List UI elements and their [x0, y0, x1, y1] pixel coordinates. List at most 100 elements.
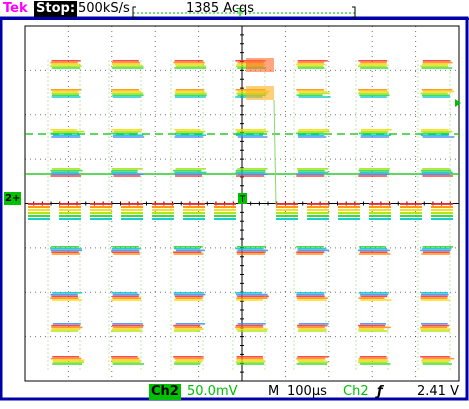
persistence-segment — [358, 326, 391, 329]
persistence-segment — [296, 251, 325, 253]
persistence-segment — [174, 67, 207, 69]
baseline-segment — [400, 218, 422, 220]
baseline-segment — [183, 215, 205, 217]
persistence-segment — [50, 169, 83, 172]
persistence-segment — [50, 330, 79, 332]
persistence-segment — [52, 323, 81, 325]
persistence-segment — [421, 292, 449, 294]
persistence-segment — [421, 323, 448, 325]
baseline-segment — [369, 209, 391, 211]
persistence-segment — [421, 89, 453, 91]
persistence-segment — [235, 129, 266, 131]
persistence-segment — [420, 65, 449, 67]
persistence-segment — [422, 60, 451, 62]
persistence-segment — [51, 90, 79, 93]
baseline-segment — [152, 215, 174, 217]
baseline-segment — [59, 218, 81, 220]
persistence-segment — [173, 169, 202, 172]
persistence-segment — [113, 65, 144, 67]
persistence-segment — [421, 129, 449, 131]
persistence-segment — [236, 359, 265, 362]
persistence-segment — [358, 65, 387, 67]
baseline-segment — [276, 209, 298, 211]
persistence-segment — [51, 326, 83, 329]
persistence-segment — [111, 92, 144, 95]
persistence-segment — [420, 297, 448, 299]
pulse-top-burst — [246, 86, 274, 100]
persistence-segment — [358, 330, 389, 332]
persistence-segment — [297, 67, 325, 69]
persistence-segment — [51, 136, 81, 138]
frame-top-bar — [0, 18, 469, 20]
persistence-segment — [360, 61, 387, 64]
persistence-segment — [50, 297, 79, 299]
persistence-segment — [358, 169, 390, 172]
baseline-segment — [90, 203, 112, 205]
baseline-segment — [214, 209, 236, 211]
baseline-segment — [307, 209, 329, 211]
persistence-segment — [174, 299, 203, 301]
persistence-segment — [422, 63, 449, 66]
persistence-segment — [112, 297, 141, 299]
persistence-segment — [173, 293, 206, 296]
persistence-segment — [358, 89, 388, 91]
baseline-segment — [400, 206, 422, 208]
baseline-segment — [214, 215, 236, 217]
persistence-segment — [359, 356, 387, 358]
persistence-segment — [51, 324, 81, 327]
baseline-segment — [431, 209, 453, 211]
persistence-segment — [296, 293, 325, 296]
persistence-segment — [297, 90, 328, 93]
persistence-segment — [113, 326, 143, 329]
persistence-segment — [422, 251, 450, 253]
baseline-segment — [307, 203, 329, 205]
persistence-segment — [236, 251, 266, 253]
baseline-segment — [183, 206, 205, 208]
persistence-segment — [175, 359, 203, 362]
persistence-segment — [297, 326, 325, 329]
persistence-segment — [297, 299, 327, 301]
persistence-segment — [296, 168, 329, 170]
baseline-segment — [431, 203, 453, 205]
baseline-segment — [400, 209, 422, 211]
persistence-segment — [420, 295, 448, 298]
persistence-segment — [420, 92, 448, 95]
persistence-segment — [358, 292, 390, 294]
persistence-segment — [360, 96, 387, 98]
persistence-segment — [111, 61, 141, 64]
persistence-segment — [235, 324, 264, 327]
persistence-segment — [173, 292, 205, 294]
persistence-segment — [51, 328, 80, 330]
baseline-segment — [276, 215, 298, 217]
persistence-segment — [51, 96, 81, 98]
baseline-segment — [121, 209, 143, 211]
persistence-segment — [51, 295, 78, 298]
pulse-top-burst — [246, 58, 274, 72]
persistence-segment — [360, 67, 389, 69]
persistence-segment — [297, 249, 330, 252]
persistence-segment — [358, 359, 388, 362]
trigger-source: Ch2 — [343, 384, 369, 399]
persistence-segment — [51, 246, 80, 248]
baseline-segment — [431, 206, 453, 208]
baseline-segment — [90, 206, 112, 208]
screen-frame — [0, 16, 469, 401]
baseline-segment — [214, 218, 236, 220]
baseline-segment — [369, 203, 391, 205]
baseline-segment — [338, 218, 360, 220]
persistence-segment — [420, 328, 450, 330]
trigger-bracket-right — [352, 6, 356, 18]
trigger-level: 2.41 V — [417, 384, 459, 399]
persistence-segment — [174, 326, 202, 329]
persistence-segment — [358, 60, 388, 62]
persistence-segment — [52, 168, 80, 170]
persistence-segment — [236, 299, 263, 301]
persistence-segment — [52, 130, 85, 133]
baseline-segment — [183, 218, 205, 220]
persistence-segment — [235, 169, 266, 172]
persistence-segment — [173, 246, 203, 248]
brand-label: Tek — [3, 1, 28, 16]
baseline-segment — [121, 203, 143, 205]
persistence-segment — [235, 292, 263, 294]
persistence-segment — [113, 130, 142, 133]
